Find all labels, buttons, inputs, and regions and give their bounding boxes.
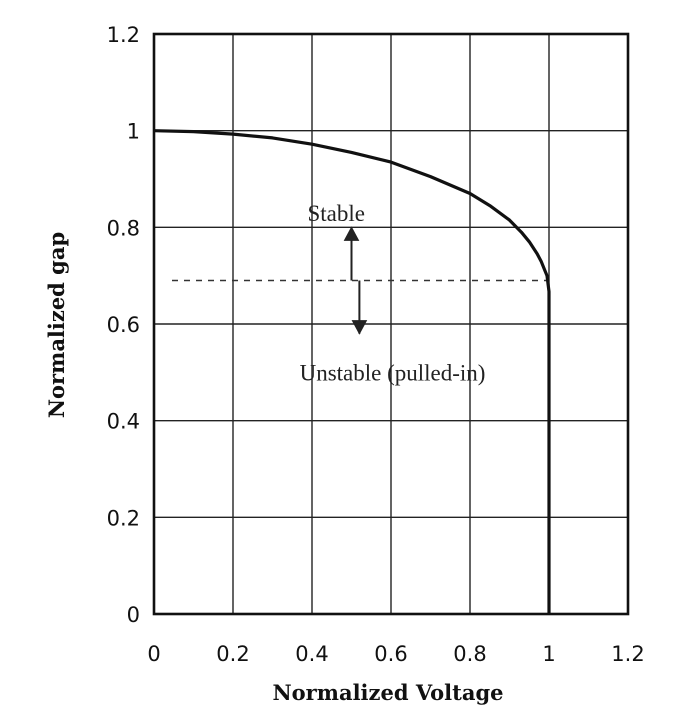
arrow-head: [351, 320, 368, 335]
x-tick-label: 0.4: [295, 642, 328, 666]
plot-frame: [152, 32, 630, 616]
y-tick-label: 1.2: [107, 23, 140, 47]
y-tick-label: 1: [127, 120, 140, 144]
y-tick-label: 0.6: [107, 313, 140, 337]
data-series: [153, 129, 551, 614]
arrows: [343, 226, 368, 335]
y-tick-label: 0.8: [107, 216, 140, 240]
tick-labels: 0 0.2 0.4 0.6 0.8 1 1.2 0 0.2 0.4 0.6 0.8 1 1.2: [107, 23, 645, 666]
x-tick-label: 0.8: [453, 642, 486, 666]
x-tick-label: 1.2: [611, 642, 644, 666]
x-tick-label: 0.6: [374, 642, 407, 666]
series-line: [153, 129, 551, 614]
arrow-up: [343, 226, 360, 281]
arrow-head: [343, 226, 360, 241]
annotation-unstable: Unstable (pulled-in): [300, 360, 486, 385]
annotation-stable: Stable: [308, 201, 366, 226]
annotations: Stable Unstable (pulled-in): [300, 201, 486, 386]
x-tick-label: 0.2: [216, 642, 249, 666]
x-tick-label: 0: [147, 642, 160, 666]
y-axis-label: Normalized gap: [44, 232, 69, 418]
y-tick-label: 0.4: [107, 410, 140, 434]
y-tick-label: 0.2: [107, 506, 140, 530]
x-tick-label: 1: [542, 642, 555, 666]
grid: [153, 33, 629, 615]
y-tick-label: 0: [127, 603, 140, 627]
plot-border: [152, 32, 630, 616]
arrow-down: [351, 280, 368, 335]
x-axis-label: Normalized Voltage: [272, 680, 503, 705]
